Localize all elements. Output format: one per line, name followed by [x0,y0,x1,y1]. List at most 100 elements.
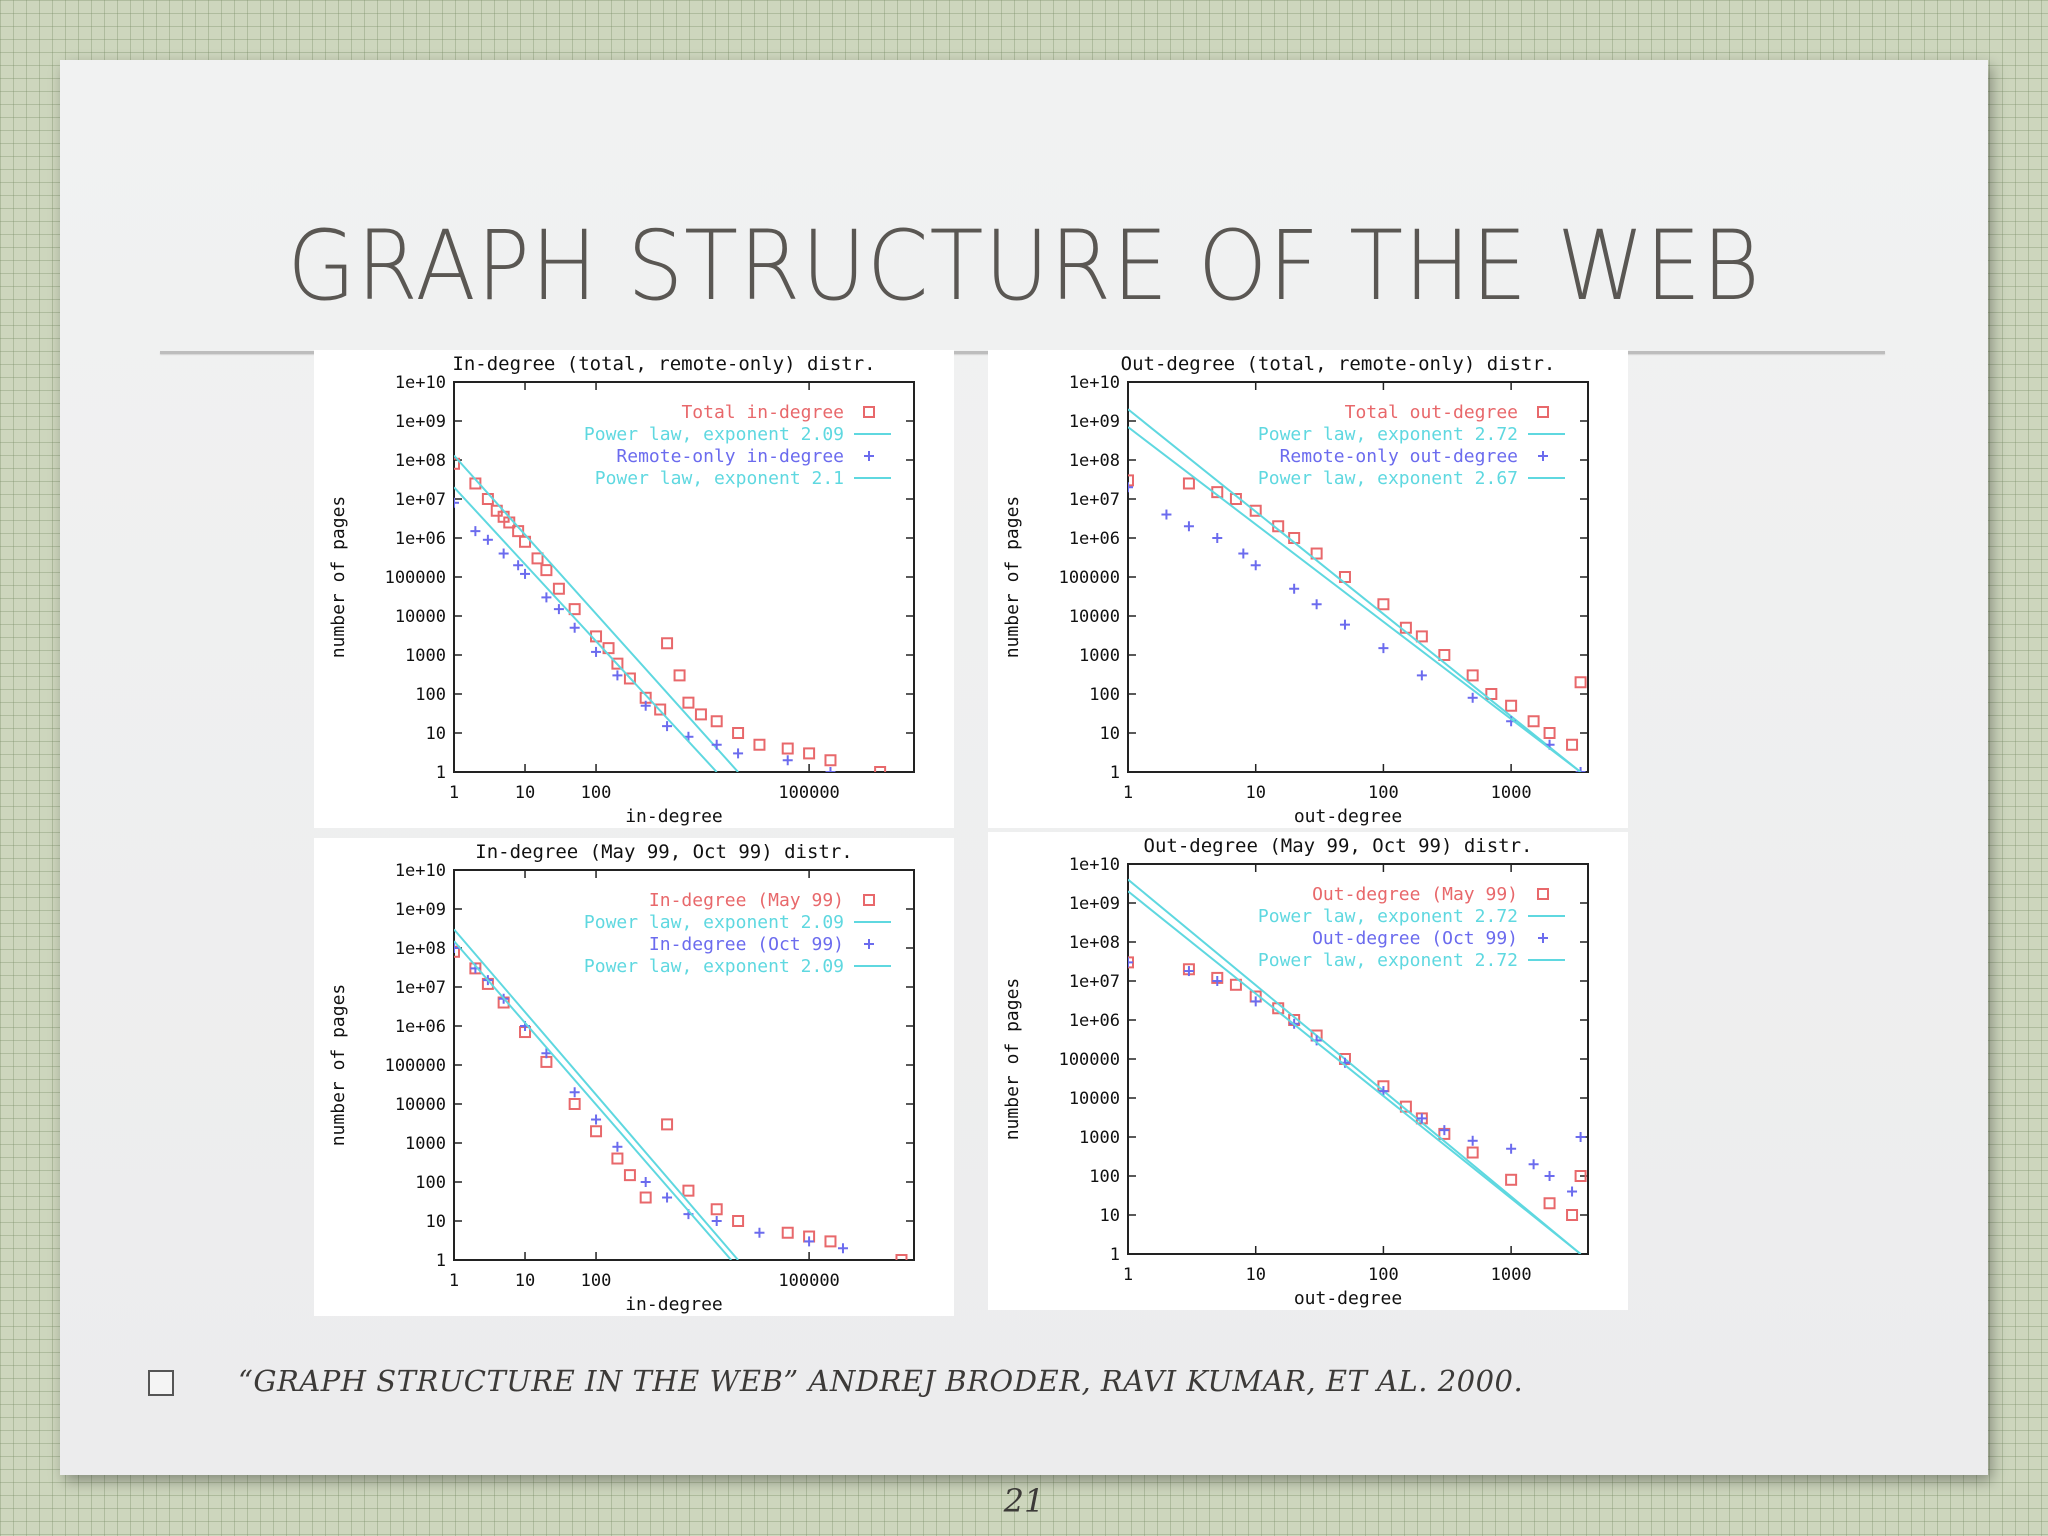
legend-entry: Power law, exponent 2.1 [595,468,891,489]
data-point-plus [804,1236,815,1247]
data-point-square [568,603,581,616]
data-point-square [1485,688,1498,700]
slide-title: GRAPH STRUCTURE OF THE WEB [287,210,1761,322]
chart-panel-out-degree-total: Out-degree (total, remote-only) distr. 1 1… [988,350,1628,828]
data-point-square [623,672,636,685]
power-law-line [454,486,718,772]
y-tick-label: 100000 [385,568,446,588]
legend-label: In-degree (Oct 99) [649,934,844,955]
bullet-checkbox-icon [148,1370,174,1396]
legend-entry: Power law, exponent 2.72 [1258,950,1565,971]
y-tick-label: 100000 [1059,1050,1120,1070]
y-tick-label: 10 [1100,1206,1120,1226]
data-point-plus [1183,966,1194,977]
data-point-square [1505,1173,1518,1186]
data-point-plus [711,739,722,750]
legend-label: Total in-degree [681,402,844,423]
legend-entry: Remote-only in-degree [616,446,874,467]
y-axis-label: number of pages [1002,496,1023,659]
data-point-square [803,747,816,760]
legend-label: Power law, exponent 2.72 [1258,906,1518,927]
data-point-plus [1128,482,1133,493]
data-point-plus [1161,509,1172,520]
y-tick-label: 1e+08 [395,451,446,471]
legend-label: Remote-only out-degree [1280,446,1518,467]
legend-label: Power law, exponent 2.72 [1258,424,1518,445]
data-point-square [611,657,624,670]
data-point-plus [553,604,564,615]
data-point-plus [1506,1143,1517,1154]
data-point-square [824,754,837,767]
legend-label: Power law, exponent 2.1 [595,468,844,489]
data-point-plus [1250,560,1261,571]
y-tick-label: 1 [1110,763,1120,783]
data-point-plus [1311,599,1322,610]
chart-title: In-degree (May 99, Oct 99) distr. [475,841,853,863]
x-axis-label: in-degree [625,806,723,827]
data-point-plus [1567,1186,1578,1197]
data-point-square [682,696,695,709]
y-axis-label: number of pages [328,496,349,659]
data-point-square [732,727,745,739]
data-point-plus [541,1048,552,1059]
data-point-square [781,1226,794,1239]
x-tick-label: 100 [581,1271,612,1291]
data-point-square [874,766,887,772]
legend-entry: Power law, exponent 2.72 [1258,424,1565,445]
data-point-square [654,703,667,716]
data-point-square [1574,1170,1587,1182]
power-law-line [454,940,732,1260]
x-tick-label: 100000 [778,1271,839,1291]
y-tick-label: 1e+10 [395,373,446,393]
legend-label: In-degree (May 99) [649,890,844,911]
legend-swatch-square [863,894,875,906]
x-tick-label: 10 [515,1271,535,1291]
data-point-plus [825,767,836,772]
data-point-square [611,1152,624,1165]
data-point-plus [541,592,552,603]
series-total-out-degree [1128,474,1587,751]
series-out-degree-may-99 [1128,956,1587,1221]
y-tick-label: 1e+09 [395,412,446,432]
data-point-square [1566,1209,1579,1221]
data-point-square [1249,504,1262,517]
power-law-line [1128,408,1582,772]
x-tick-label: 1000 [1491,783,1532,803]
x-tick-label: 10 [515,783,535,803]
data-point-plus [1128,957,1133,968]
data-point-square [753,738,766,751]
data-point-plus [640,1177,651,1187]
data-point-plus [662,721,673,732]
legend-swatch-square [1537,888,1549,900]
page-number: 21 [1003,1482,1045,1520]
x-tick-label: 100 [581,783,612,803]
data-point-square [540,1055,553,1068]
legend-entry: In-degree (Oct 99) [649,934,874,955]
data-point-square [639,1191,652,1204]
y-tick-label: 1 [1110,1245,1120,1265]
series-power-law-exponent-2-72 [1128,890,1582,1254]
legend-label: Power law, exponent 2.72 [1258,950,1518,971]
power-law-line [454,928,739,1260]
plot-area [454,928,908,1260]
y-tick-label: 10 [426,724,446,744]
data-point-square [1415,630,1428,643]
data-point-square [623,1169,636,1182]
series-power-law-exponent-2-09 [454,454,739,772]
data-point-square [682,1184,695,1197]
power-law-line [1128,890,1582,1254]
legend-entry: Power law, exponent 2.09 [584,424,891,445]
data-point-plus [482,534,493,545]
data-point-square [1377,598,1390,611]
legend-entry: In-degree (May 99) [649,890,875,911]
legend-label: Power law, exponent 2.09 [584,912,844,933]
data-point-square [694,708,707,721]
data-point-plus [470,526,481,537]
x-tick-label: 100000 [778,783,839,803]
data-point-plus [1575,767,1586,772]
legend-entry: Power law, exponent 2.67 [1258,468,1565,489]
chart-out-degree-may-oct: Out-degree (May 99, Oct 99) distr. 1 10 100… [1002,835,1589,1309]
y-tick-label: 100000 [1059,568,1120,588]
data-point-plus [1212,533,1223,543]
y-tick-label: 1e+08 [1069,451,1120,471]
